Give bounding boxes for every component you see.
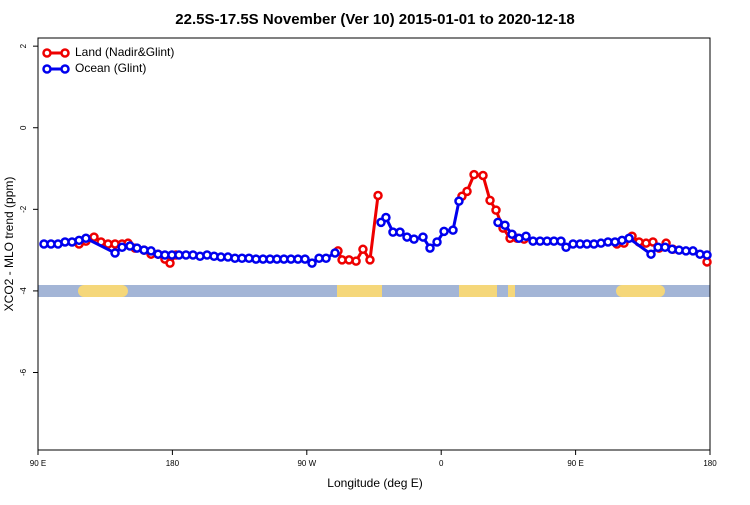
y-tick-label: -4 bbox=[19, 287, 28, 295]
point bbox=[462, 186, 472, 197]
point bbox=[491, 205, 501, 215]
point bbox=[688, 246, 698, 256]
legend-label: Land (Nadir&Glint) bbox=[75, 45, 174, 59]
point bbox=[358, 244, 368, 255]
point bbox=[425, 243, 435, 253]
x-tick-label: 180 bbox=[703, 459, 717, 468]
point bbox=[448, 225, 458, 235]
point bbox=[439, 226, 449, 237]
point bbox=[146, 246, 156, 256]
land-band bbox=[459, 285, 497, 297]
point bbox=[478, 170, 488, 181]
y-tick-label: -6 bbox=[19, 368, 28, 376]
point bbox=[117, 242, 127, 253]
point bbox=[702, 250, 712, 260]
point bbox=[507, 229, 517, 239]
land-band bbox=[508, 285, 515, 297]
y-axis-label: XCO2 - MLO trend (ppm) bbox=[2, 177, 16, 312]
point bbox=[381, 212, 391, 223]
point bbox=[418, 232, 428, 242]
point bbox=[373, 190, 383, 201]
land-band bbox=[616, 285, 665, 297]
x-tick-label: 90 E bbox=[30, 459, 46, 468]
point bbox=[521, 231, 531, 241]
legend-label: Ocean (Glint) bbox=[75, 61, 146, 75]
legend-marker bbox=[60, 64, 70, 74]
point bbox=[485, 195, 495, 206]
point bbox=[395, 227, 405, 237]
y-tick-label: 0 bbox=[19, 125, 28, 130]
legend-marker bbox=[42, 64, 52, 74]
x-tick-label: 90 E bbox=[567, 459, 583, 468]
x-tick-label: 180 bbox=[166, 459, 180, 468]
point bbox=[454, 196, 464, 206]
point bbox=[165, 258, 175, 268]
point bbox=[469, 169, 479, 180]
land-band bbox=[78, 285, 128, 297]
series-line bbox=[79, 175, 707, 264]
point bbox=[432, 237, 442, 247]
point bbox=[556, 236, 566, 246]
point bbox=[351, 256, 361, 266]
land-band bbox=[337, 285, 382, 297]
point bbox=[300, 254, 310, 264]
y-tick-label: -2 bbox=[19, 205, 28, 213]
x-tick-label: 0 bbox=[439, 459, 444, 468]
x-tick-label: 90 W bbox=[297, 459, 316, 468]
point bbox=[624, 233, 634, 244]
point bbox=[81, 233, 91, 244]
y-tick-label: 2 bbox=[19, 43, 28, 48]
point bbox=[365, 255, 375, 265]
point bbox=[646, 249, 656, 259]
point bbox=[110, 248, 120, 258]
point bbox=[648, 237, 658, 247]
chart-title: 22.5S-17.5S November (Ver 10) 2015-01-01… bbox=[175, 11, 574, 28]
point bbox=[321, 253, 331, 264]
legend-marker bbox=[60, 48, 70, 58]
point bbox=[409, 234, 419, 244]
plot-frame bbox=[37, 37, 711, 451]
surface-band bbox=[38, 285, 710, 297]
legend-marker bbox=[42, 48, 52, 58]
point bbox=[500, 220, 510, 230]
point bbox=[561, 242, 571, 253]
point bbox=[307, 258, 317, 268]
x-axis-label: Longitude (deg E) bbox=[327, 476, 422, 490]
point bbox=[330, 248, 340, 258]
